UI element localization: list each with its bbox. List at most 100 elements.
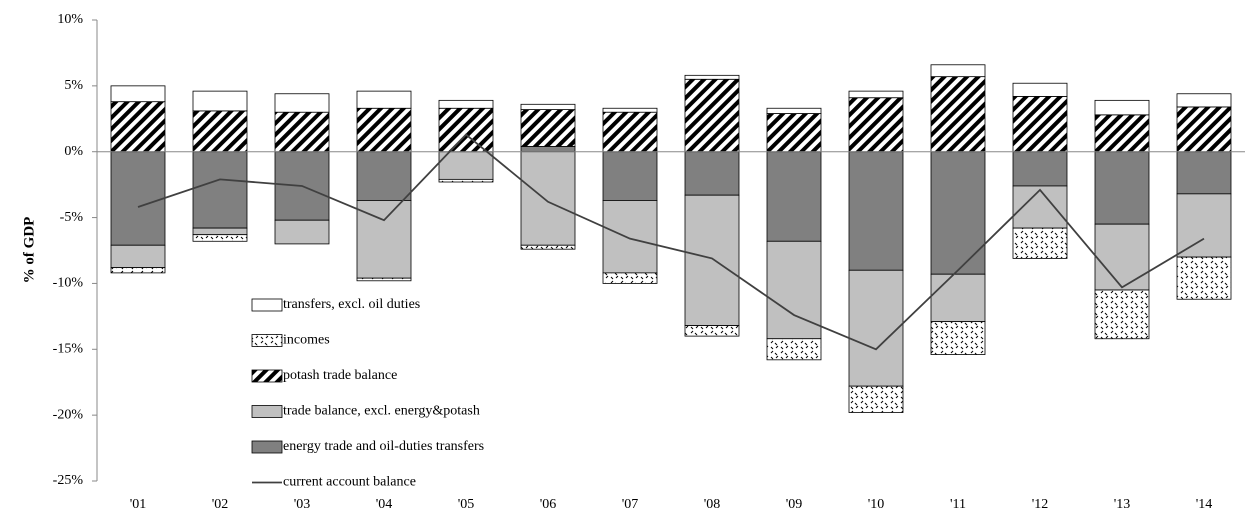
y-axis-label: % of GDP — [21, 217, 37, 284]
bar-segment — [848, 97, 904, 153]
bar-segment — [274, 93, 330, 113]
y-tick-label: 5% — [64, 78, 83, 93]
bar-segment — [274, 151, 330, 221]
x-tick-label: '14 — [1196, 497, 1213, 512]
bar-segment — [684, 78, 740, 153]
bar-segment — [1012, 185, 1068, 229]
bar-segment — [110, 151, 166, 246]
bar-segment — [1176, 106, 1232, 153]
bar-segment — [1094, 114, 1150, 153]
bar-segment — [602, 151, 658, 201]
bar-segment — [848, 269, 904, 387]
x-tick-label: '04 — [376, 497, 393, 512]
bar-segment — [1012, 151, 1068, 187]
bar-segment — [930, 273, 986, 323]
bar-segment — [110, 267, 166, 274]
bar-segment — [602, 111, 658, 153]
bar-segment — [356, 151, 412, 201]
bar-segment — [848, 90, 904, 99]
legend-label: incomes — [283, 333, 330, 348]
legend-label: current account balance — [283, 475, 416, 490]
legend-swatch — [251, 440, 283, 454]
bar-segment — [1094, 99, 1150, 116]
bar-segment — [602, 272, 658, 284]
bar-segment — [1012, 227, 1068, 259]
legend-label: transfers, excl. oil duties — [283, 297, 420, 312]
x-tick-label: '09 — [786, 497, 803, 512]
x-tick-label: '03 — [294, 497, 311, 512]
y-tick-label: 0% — [64, 144, 83, 159]
x-tick-label: '13 — [1114, 497, 1131, 512]
x-tick-label: '10 — [868, 497, 885, 512]
bar-segment — [356, 277, 412, 282]
bar-segment — [766, 240, 822, 340]
bar-segment — [274, 219, 330, 245]
bar-segment — [520, 244, 576, 250]
bar-segment — [1176, 93, 1232, 108]
bar-segment — [520, 146, 576, 153]
bar-segment — [930, 76, 986, 153]
bar-segment — [192, 227, 248, 236]
x-tick-label: '06 — [540, 497, 557, 512]
bar-segment — [848, 151, 904, 271]
bar-segment — [438, 107, 494, 153]
bar-segment — [684, 74, 740, 80]
legend-swatch — [251, 405, 283, 418]
bar-segment — [684, 151, 740, 196]
legend-label: energy trade and oil-duties transfers — [283, 439, 484, 454]
x-tick-label: '11 — [950, 497, 966, 512]
legend-swatch — [251, 369, 283, 383]
x-tick-label: '08 — [704, 497, 721, 512]
bar-segment — [848, 385, 904, 413]
bar-segment — [766, 151, 822, 242]
bar-segment — [192, 151, 248, 229]
bar-segment — [1176, 151, 1232, 195]
bar-segment — [1094, 289, 1150, 340]
y-tick-label: -25% — [53, 473, 84, 488]
legend-label: potash trade balance — [283, 368, 397, 383]
bar-segment — [110, 244, 166, 269]
legend-label: trade balance, excl. energy&potash — [283, 404, 480, 419]
bar-segment — [356, 90, 412, 109]
bar-segment — [1176, 193, 1232, 258]
bar-segment — [192, 234, 248, 242]
bar-segment — [766, 107, 822, 114]
bar-segment — [930, 151, 986, 275]
bar-segment — [1094, 151, 1150, 225]
bar-segment — [438, 99, 494, 109]
bar-segment — [1012, 82, 1068, 97]
bar-segment — [274, 111, 330, 153]
bar-segment — [438, 151, 494, 180]
bar-segment — [192, 110, 248, 153]
bar-segment — [110, 101, 166, 153]
bar-segment — [520, 103, 576, 110]
legend-swatch — [251, 298, 283, 312]
y-tick-label: -5% — [60, 210, 84, 225]
bar-segment — [930, 64, 986, 78]
x-tick-label: '07 — [622, 497, 639, 512]
x-tick-label: '01 — [130, 497, 147, 512]
bar-segment — [766, 113, 822, 153]
bar-segment — [930, 321, 986, 355]
bar-segment — [356, 107, 412, 153]
bar-segment — [520, 109, 576, 147]
legend-swatch — [251, 334, 283, 347]
y-tick-label: -20% — [53, 407, 84, 422]
bar-segment — [1094, 223, 1150, 291]
bar-segment — [684, 194, 740, 326]
bar-segment — [684, 325, 740, 337]
bar-segment — [520, 151, 576, 246]
line-series — [137, 133, 1205, 351]
bar-segment — [602, 200, 658, 274]
bar-segment — [438, 178, 494, 183]
bar-segment — [1176, 256, 1232, 300]
y-tick-label: -15% — [53, 342, 84, 357]
y-tick-label: -10% — [53, 276, 84, 291]
x-tick-label: '05 — [458, 497, 475, 512]
bar-segment — [602, 107, 658, 113]
x-tick-label: '12 — [1032, 497, 1049, 512]
y-tick-label: 10% — [57, 12, 83, 27]
x-tick-label: '02 — [212, 497, 229, 512]
bar-segment — [1012, 95, 1068, 153]
